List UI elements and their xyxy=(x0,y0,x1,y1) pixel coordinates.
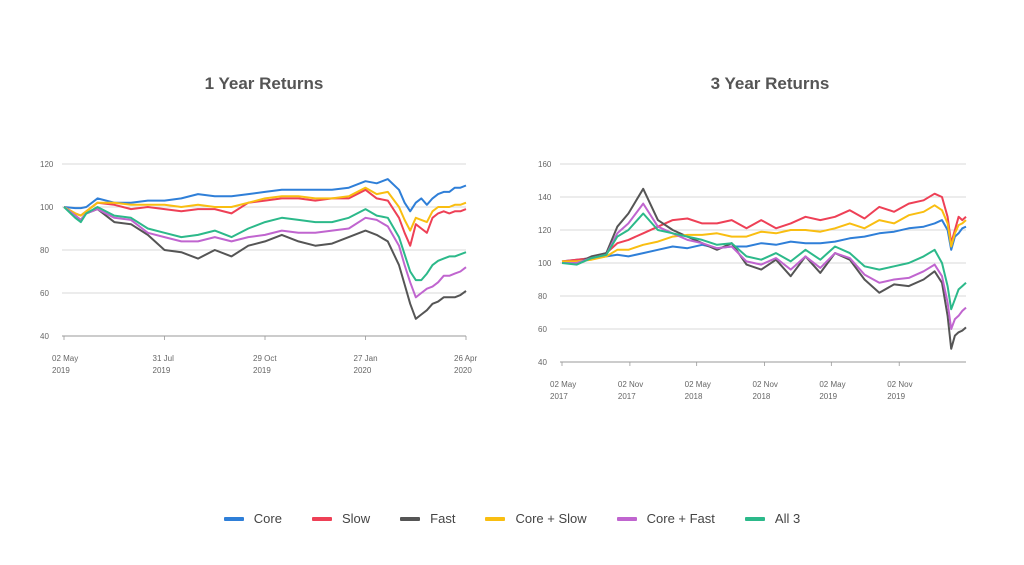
series-line-all-3 xyxy=(561,212,967,311)
y-tick-label: 100 xyxy=(538,259,552,268)
legend-swatch xyxy=(485,516,506,521)
series-line-core-slow xyxy=(562,204,967,263)
legend-item-core-slow: Core + Slow xyxy=(485,511,587,526)
series-line-fast xyxy=(562,187,967,350)
y-tick-label: 40 xyxy=(538,358,547,367)
legend-label: Fast xyxy=(430,511,456,526)
x-tick-label: 31 Jul xyxy=(153,354,175,363)
y-tick-label: 60 xyxy=(538,325,547,334)
x-tick-label: 02 Nov xyxy=(887,380,912,389)
series-line-core-fast xyxy=(63,206,467,299)
x-tick-year: 2019 xyxy=(253,366,271,375)
x-tick-year: 2017 xyxy=(550,392,568,401)
series-line-core-fast xyxy=(562,202,967,330)
chart-title-1yr: 1 Year Returns xyxy=(204,74,324,93)
legend-swatch xyxy=(311,516,332,521)
y-tick-label: 120 xyxy=(538,226,552,235)
chart-title-3yr: 3 Year Returns xyxy=(710,74,830,93)
series-line-slow xyxy=(63,188,467,247)
y-tick-label: 80 xyxy=(40,246,49,255)
y-tick-label: 140 xyxy=(538,193,552,202)
x-tick-label: 02 May xyxy=(52,354,78,363)
x-tick-year: 2018 xyxy=(753,392,771,401)
series-line-slow xyxy=(561,192,967,263)
legend-label: Core + Fast xyxy=(646,511,715,526)
x-tick-year: 2020 xyxy=(354,366,372,375)
series-line-core xyxy=(63,178,467,213)
legend-swatch xyxy=(400,516,421,521)
legend-item-slow: Slow xyxy=(311,511,371,526)
legend-label: Slow xyxy=(341,511,371,526)
y-tick-label: 40 xyxy=(40,332,49,341)
x-tick-label: 02 May xyxy=(819,380,845,389)
series-line-core-slow xyxy=(63,186,467,232)
x-tick-label: 02 May xyxy=(550,380,576,389)
legend-item-all-3: All 3 xyxy=(744,511,801,526)
y-tick-label: 100 xyxy=(40,203,54,212)
legend-swatch xyxy=(223,516,244,521)
legend-item-core: Core xyxy=(223,511,282,526)
y-tick-label: 80 xyxy=(538,292,547,301)
x-tick-year: 2018 xyxy=(685,392,703,401)
x-tick-label: 02 Nov xyxy=(618,380,643,389)
series-line-core xyxy=(561,219,967,263)
legend-swatch xyxy=(744,516,765,521)
legend-item-core-fast: Core + Fast xyxy=(616,511,715,526)
x-tick-year: 2020 xyxy=(454,366,472,375)
legend-item-fast: Fast xyxy=(400,511,455,526)
x-tick-label: 27 Jan xyxy=(354,354,378,363)
chart-legend: Core Slow Fast Core + Slow Core + Fast All 3 xyxy=(0,511,1024,526)
x-tick-year: 2019 xyxy=(887,392,905,401)
y-tick-label: 160 xyxy=(538,160,552,169)
legend-swatch xyxy=(616,516,637,521)
x-tick-label: 02 May xyxy=(685,380,711,389)
x-tick-year: 2019 xyxy=(153,366,171,375)
x-tick-year: 2019 xyxy=(52,366,70,375)
x-tick-label: 02 Nov xyxy=(753,380,778,389)
x-tick-year: 2019 xyxy=(819,392,837,401)
legend-label: All 3 xyxy=(774,511,801,526)
y-tick-label: 60 xyxy=(40,289,49,298)
legend-label: Core xyxy=(253,511,282,526)
x-tick-year: 2017 xyxy=(618,392,636,401)
series-line-fast xyxy=(63,206,467,320)
x-tick-label: 29 Oct xyxy=(253,354,277,363)
series-line-all-3 xyxy=(63,206,467,282)
legend-label: Core + Slow xyxy=(515,511,587,526)
y-tick-label: 120 xyxy=(40,160,54,169)
x-tick-label: 26 Apr xyxy=(454,354,477,363)
